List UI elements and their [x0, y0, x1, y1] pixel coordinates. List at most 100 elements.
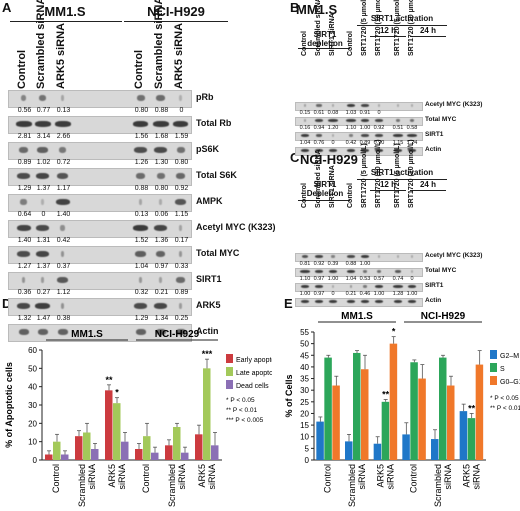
quantification-value: 0.91	[359, 110, 371, 116]
quantification-value: 1.04	[299, 140, 311, 146]
quantification-value: 1.29	[134, 315, 149, 322]
significance-marker: ***	[202, 349, 213, 359]
panel-b-cell-label: MM1.S	[296, 2, 338, 17]
blot-band	[18, 329, 29, 335]
lane-label: SRT1720 (5 µmol/L)	[394, 143, 401, 208]
blot-band	[350, 285, 352, 288]
panel-c-12h-line	[370, 190, 406, 191]
quantification-value: 1.30	[154, 159, 169, 166]
blot-band	[56, 277, 69, 283]
significance-legend: ** P < 0.01	[226, 407, 258, 414]
blot-strip	[8, 246, 192, 264]
blot-band	[172, 121, 189, 127]
quantification-value: 0.94	[313, 125, 325, 131]
x-tick-label: ARK5siRNA	[376, 464, 396, 490]
blot-band	[332, 134, 334, 137]
x-tick-label-line: siRNA	[386, 464, 396, 490]
y-tick-label: 0	[33, 456, 38, 465]
y-tick-label: 5	[305, 444, 310, 453]
blot-band	[346, 270, 356, 273]
blot-strip	[8, 142, 192, 160]
blot-row-label: Actin	[425, 146, 442, 153]
bar	[53, 441, 61, 460]
x-tick-label-line: siRNA	[177, 464, 187, 490]
bar	[467, 418, 476, 460]
bar	[195, 434, 203, 460]
quantification-value: 1.40	[17, 237, 32, 244]
blot-strip	[8, 220, 192, 238]
y-axis-title: % of Apoptotic cells	[4, 362, 14, 448]
blot-band	[347, 255, 355, 258]
blot-row-label: Actin	[425, 297, 442, 304]
quantification-value: 1.36	[154, 237, 169, 244]
quantification-value: 1.04	[134, 263, 149, 270]
quantification-value: 1.37	[36, 263, 51, 270]
blot-band	[35, 173, 50, 179]
bar	[353, 352, 361, 460]
blot-band	[178, 251, 183, 257]
quantification-value: 1.10	[345, 125, 357, 131]
blot-band	[175, 173, 186, 179]
bar	[61, 454, 69, 460]
blot-row-label: Total MYC	[425, 116, 457, 123]
bar	[83, 432, 91, 460]
blot-band	[346, 104, 356, 107]
quantification-value: 0.37	[56, 263, 71, 270]
bar	[75, 436, 83, 460]
blot-band	[316, 104, 322, 107]
panel-c-depletion-label: SIRT1 Depletion	[300, 180, 350, 198]
y-tick-label: 60	[28, 346, 37, 355]
blot-strip	[8, 272, 192, 290]
x-tick-label: Control	[141, 464, 151, 493]
blot-row-label: Total MYC	[196, 248, 240, 258]
x-tick-label: Control	[51, 464, 61, 493]
quantification-value: 0.15	[299, 110, 311, 116]
blot-band	[156, 95, 165, 101]
bar	[381, 401, 390, 460]
x-tick-label-line: siRNA	[472, 464, 482, 490]
panel-c-depletion-line	[298, 200, 350, 201]
x-tick-label-line: Scrambled	[347, 464, 357, 507]
quantification-value: 0.89	[359, 140, 371, 146]
x-tick-label: ARK5siRNA	[197, 464, 217, 490]
blot-row-label: SIRT1	[425, 282, 444, 289]
blot-band	[153, 303, 168, 309]
blot-band	[361, 104, 369, 107]
quantification-value: 1.29	[17, 185, 32, 192]
y-tick-label: 0	[305, 456, 310, 465]
legend-swatch	[226, 380, 233, 389]
lane-label: ARK5 siRNA	[173, 22, 185, 89]
quantification-value: 0.80	[174, 159, 189, 166]
quantification-value: 2.66	[56, 133, 71, 140]
blot-band	[17, 173, 30, 179]
legend-swatch	[490, 363, 497, 372]
x-tick-label-line: ARK5	[462, 464, 472, 488]
quantification-value: 0.27	[36, 289, 51, 296]
quantification-value: 0.33	[174, 263, 189, 270]
blot-band	[314, 285, 324, 288]
group-label: MM1.S	[341, 311, 373, 322]
blot-band	[393, 149, 403, 152]
blot-band	[152, 121, 169, 127]
lane-label: Scrambled siRNA	[315, 149, 322, 208]
bar	[402, 434, 410, 460]
quantification-value: 1.40	[56, 211, 71, 218]
lane-label: Control	[301, 31, 308, 56]
lane-label: ARK5 siRNA	[55, 22, 67, 89]
panel-e-chart: 0 5 10 15 20 25 30 35 40 45 50 55 % of Cells MM1.S NCI…	[284, 311, 520, 507]
quantification-value: 1.59	[174, 133, 189, 140]
y-tick-label: 40	[28, 383, 37, 392]
quantification-value: 0.89	[17, 159, 32, 166]
lane-label: SRT1720 (5 µmol/L)	[361, 143, 368, 208]
panel-d-letter: D	[2, 296, 12, 311]
bar	[332, 385, 340, 460]
group-underline-nci	[124, 21, 228, 22]
bar	[316, 421, 324, 460]
quantification-value: 0.80	[134, 107, 149, 114]
y-axis-title: % of Cells	[284, 374, 294, 417]
quantification-value: 0.57	[373, 276, 385, 282]
blot-band	[407, 300, 417, 303]
quantification-value: 0.97	[154, 263, 169, 270]
quantification-value: 1.56	[134, 133, 149, 140]
panel-e-letter: E	[284, 296, 293, 311]
